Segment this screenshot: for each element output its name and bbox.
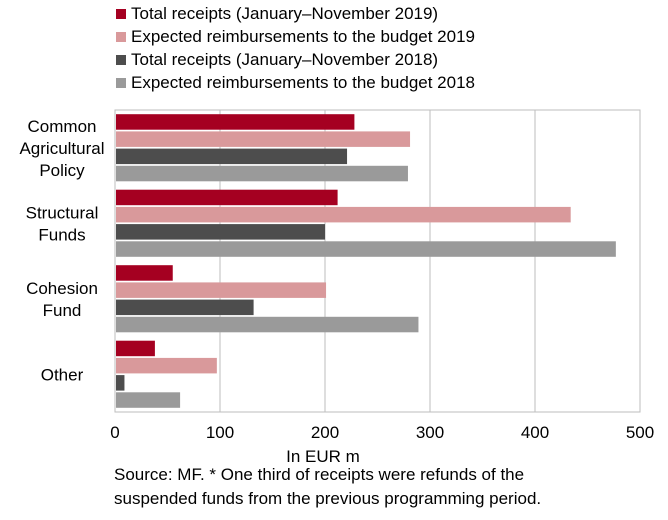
- category-label-line: Funds: [38, 225, 85, 244]
- legend-item: Expected reimbursements to the budget 20…: [116, 25, 475, 48]
- category-label: Structural Funds: [26, 203, 99, 244]
- legend-item: Expected reimbursements to the budget 20…: [116, 71, 475, 94]
- legend-label: Expected reimbursements to the budget 20…: [131, 26, 475, 46]
- legend-item: Total receipts (January–November 2019): [116, 2, 475, 25]
- plot-frame: [114, 109, 641, 413]
- legend-item: Total receipts (January–November 2018): [116, 48, 475, 71]
- category-label-line: Fund: [43, 301, 82, 320]
- x-axis-label: In EUR m: [286, 447, 360, 466]
- category-label: Other: [41, 365, 84, 384]
- legend-swatch: [116, 31, 126, 42]
- legend-label: Expected reimbursements to the budget 20…: [131, 72, 475, 92]
- bar: [116, 375, 125, 391]
- bar: [116, 206, 571, 223]
- source-note: Source: MF. * One third of receipts were…: [114, 463, 654, 511]
- legend-swatch: [116, 77, 126, 88]
- legend-swatch: [116, 8, 126, 19]
- category-label-line: Structural: [26, 203, 99, 222]
- legend-label: Total receipts (January–November 2018): [131, 49, 439, 69]
- category-label-line: Cohesion: [26, 279, 98, 298]
- bar: [116, 340, 155, 357]
- bar: [116, 224, 325, 240]
- x-tick-label: 400: [521, 423, 549, 442]
- x-tick-label: 200: [311, 423, 339, 442]
- bar: [116, 316, 419, 333]
- category-label-line: Agricultural: [19, 139, 104, 158]
- bar: [116, 357, 217, 374]
- source-note-line-2: suspended funds from the previous progra…: [114, 489, 542, 508]
- category-label-line: Common: [28, 117, 97, 136]
- category-label-line: Policy: [39, 161, 85, 180]
- bar: [116, 165, 408, 182]
- bar: [116, 265, 173, 281]
- bar: [116, 148, 348, 165]
- category-label-line: Other: [41, 365, 84, 384]
- category-label: Cohesion Fund: [26, 279, 98, 320]
- bar: [116, 131, 411, 147]
- legend-label: Total receipts (January–November 2019): [131, 3, 439, 23]
- bar: [116, 299, 254, 316]
- category-label: Common Agricultural Policy: [19, 117, 104, 180]
- legend-swatch: [116, 54, 126, 65]
- x-tick-label: 0: [110, 423, 119, 442]
- bar: [116, 282, 327, 298]
- bar: [116, 189, 338, 206]
- source-note-line-1: Source: MF. * One third of receipts were…: [114, 465, 525, 484]
- bar: [116, 392, 181, 408]
- x-tick-label: 100: [206, 423, 234, 442]
- bar: [116, 241, 616, 257]
- bar: [116, 114, 355, 130]
- x-tick-label: 500: [626, 423, 654, 442]
- x-tick-label: 300: [416, 423, 444, 442]
- chart-legend: Total receipts (January–November 2019) Ex…: [116, 2, 475, 94]
